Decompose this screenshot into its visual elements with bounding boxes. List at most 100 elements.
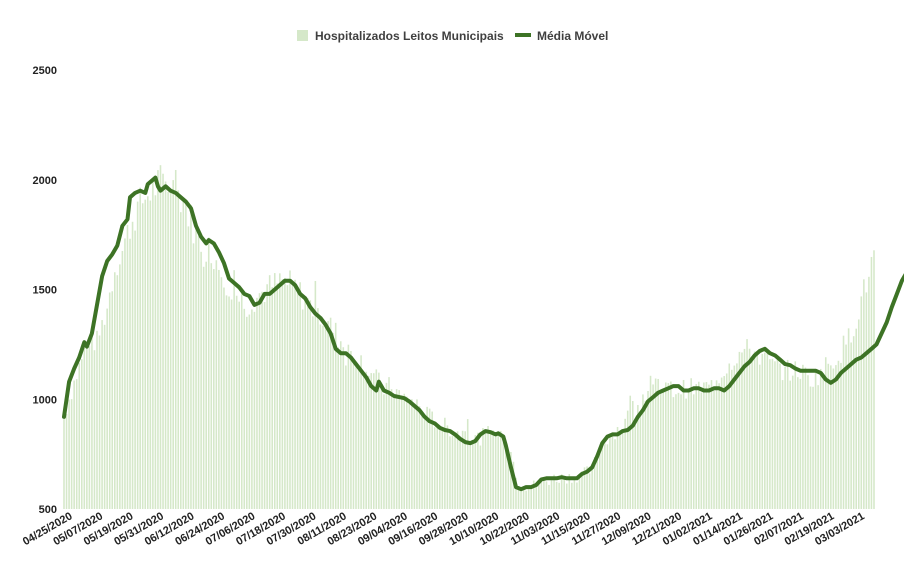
bar-305: [837, 360, 840, 509]
bar-268: [743, 348, 746, 509]
bar-249: [695, 384, 698, 509]
bar-156: [459, 437, 461, 509]
bar-58: [210, 263, 213, 509]
bar-247: [690, 378, 692, 509]
bar-194: [555, 481, 558, 509]
bar-6: [78, 362, 81, 509]
bar-128: [388, 377, 390, 509]
bar-271: [751, 359, 753, 509]
bar-209: [593, 457, 596, 509]
bar-204: [581, 471, 583, 509]
bar-230: [647, 391, 649, 509]
bar-319: [873, 250, 875, 510]
bar-140: [418, 406, 421, 509]
bar-298: [819, 368, 822, 509]
bar-60: [215, 260, 218, 509]
bar-1: [65, 413, 68, 509]
bar-272: [753, 351, 756, 509]
bar-197: [563, 478, 565, 509]
bar-26: [129, 238, 131, 509]
bar-105: [329, 317, 332, 509]
bar-79: [263, 302, 266, 509]
bar-4: [73, 380, 75, 509]
line-series: [62, 175, 904, 492]
bar-190: [545, 481, 548, 509]
bar-184: [530, 486, 532, 509]
bar-290: [799, 378, 802, 509]
bar-111: [345, 365, 347, 509]
bar-172: [499, 430, 502, 509]
bar-224: [631, 401, 634, 509]
bar-29: [136, 201, 139, 509]
bar-164: [479, 445, 482, 509]
bar-212: [601, 443, 604, 509]
bar-39: [162, 173, 164, 509]
bar-106: [332, 333, 334, 509]
bar-185: [532, 480, 535, 509]
bar-245: [685, 398, 687, 509]
bar-114: [352, 363, 355, 509]
bar-97: [309, 300, 312, 509]
bar-64: [225, 295, 228, 509]
bar-20: [114, 272, 116, 509]
bar-125: [380, 387, 383, 509]
y-tick-label: 2000: [33, 175, 57, 187]
bar-0: [63, 414, 65, 509]
bar-308: [845, 344, 847, 509]
bar-236: [662, 390, 665, 509]
bar-279: [771, 358, 774, 509]
bar-19: [111, 291, 114, 509]
bar-14: [98, 335, 101, 509]
bar-142: [423, 418, 426, 509]
legend-bars-swatch: [297, 30, 308, 41]
bar-275: [761, 353, 764, 509]
bar-9: [86, 343, 88, 509]
bar-141: [421, 411, 423, 509]
bar-280: [774, 361, 776, 509]
bar-37: [157, 170, 159, 509]
bar-149: [441, 427, 444, 509]
bar-94: [301, 309, 304, 509]
bar-202: [576, 482, 578, 509]
bar-124: [378, 372, 380, 509]
bar-188: [540, 479, 543, 509]
bar-83: [273, 273, 276, 509]
bar-63: [223, 287, 225, 509]
bar-191: [548, 484, 550, 509]
bar-232: [652, 384, 654, 509]
bar-134: [403, 393, 406, 509]
bar-282: [779, 363, 781, 509]
bar-306: [840, 362, 842, 509]
y-tick-label: 500: [39, 504, 57, 516]
bar-171: [497, 431, 499, 509]
bar-95: [304, 300, 307, 509]
bar-129: [390, 389, 393, 509]
bar-40: [164, 181, 167, 509]
bar-221: [624, 418, 626, 509]
bar-34: [149, 200, 152, 509]
bar-148: [439, 427, 441, 509]
bar-44: [174, 169, 177, 510]
bar-285: [786, 359, 789, 509]
bar-261: [725, 373, 728, 509]
bar-122: [372, 373, 375, 509]
bar-103: [324, 326, 327, 509]
bar-126: [383, 394, 385, 509]
bar-160: [469, 442, 472, 509]
bar-186: [535, 486, 538, 509]
bar-24: [124, 238, 126, 509]
bar-76: [256, 297, 258, 509]
bar-237: [665, 382, 667, 509]
bar-263: [731, 369, 733, 509]
bar-158: [464, 431, 466, 509]
bar-57: [207, 237, 210, 509]
bar-312: [855, 328, 858, 509]
bar-293: [807, 375, 809, 509]
bar-203: [578, 476, 581, 509]
bar-107: [334, 322, 337, 509]
bar-30: [139, 187, 141, 509]
bar-242: [677, 392, 680, 509]
bar-175: [507, 452, 510, 509]
bar-270: [748, 348, 751, 509]
bar-13: [96, 330, 98, 509]
